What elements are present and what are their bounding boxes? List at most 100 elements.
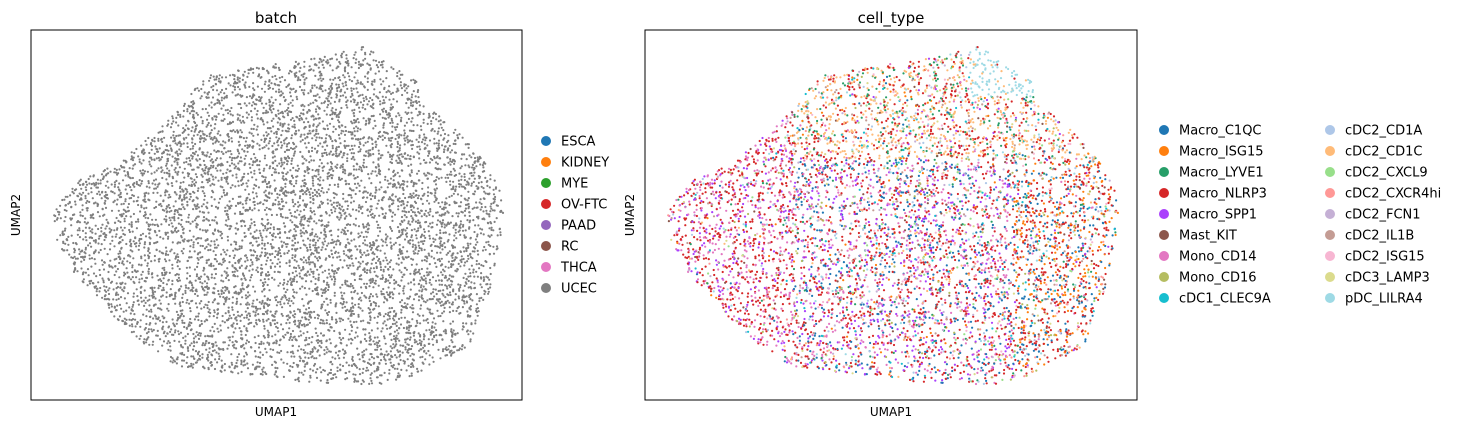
scatter-point xyxy=(68,254,70,256)
scatter-point xyxy=(204,164,206,166)
scatter-point xyxy=(234,271,236,273)
scatter-point xyxy=(227,109,229,111)
scatter-point xyxy=(401,216,403,218)
scatter-point xyxy=(188,173,190,175)
scatter-point xyxy=(473,276,475,278)
scatter-point xyxy=(369,242,371,244)
scatter-point xyxy=(466,219,468,221)
scatter-point xyxy=(411,171,413,173)
scatter-point xyxy=(261,239,263,241)
scatter-point xyxy=(389,122,391,124)
scatter-point xyxy=(410,363,412,365)
scatter-point xyxy=(404,317,406,319)
scatter-point xyxy=(358,210,360,212)
scatter-point xyxy=(434,323,436,325)
scatter-point xyxy=(177,114,179,116)
scatter-point xyxy=(415,325,417,327)
scatter-point xyxy=(218,113,220,115)
scatter-point xyxy=(185,161,187,163)
scatter-point xyxy=(458,297,460,299)
scatter-point xyxy=(90,246,92,248)
scatter-point xyxy=(377,327,379,329)
scatter-point xyxy=(425,210,427,212)
scatter-point xyxy=(307,218,309,220)
scatter-point xyxy=(211,205,213,207)
scatter-point xyxy=(334,77,336,79)
scatter-point xyxy=(433,201,435,203)
scatter-point xyxy=(194,219,196,221)
scatter-point xyxy=(482,265,484,267)
scatter-point xyxy=(165,321,167,323)
scatter-point xyxy=(316,86,318,88)
scatter-point xyxy=(173,137,175,139)
scatter-point xyxy=(320,340,322,342)
scatter-point xyxy=(419,247,421,249)
scatter-point xyxy=(321,187,323,189)
scatter-point xyxy=(322,369,324,371)
scatter-point xyxy=(276,376,278,378)
scatter-point xyxy=(476,263,478,265)
scatter-point xyxy=(248,72,250,74)
scatter-point xyxy=(379,312,381,314)
scatter-point xyxy=(324,270,326,272)
scatter-point xyxy=(458,186,460,188)
scatter-point xyxy=(321,342,323,344)
scatter-point xyxy=(154,255,156,257)
scatter-point xyxy=(449,323,451,325)
scatter-point xyxy=(333,330,335,332)
scatter-point xyxy=(377,203,379,205)
scatter-point xyxy=(262,321,264,323)
scatter-point xyxy=(204,304,206,306)
scatter-point xyxy=(450,171,452,173)
scatter-point xyxy=(403,137,405,139)
scatter-point xyxy=(419,342,421,344)
scatter-point xyxy=(288,209,290,211)
scatter-point xyxy=(200,276,202,278)
scatter-point xyxy=(448,267,450,269)
scatter-point xyxy=(320,371,322,373)
scatter-point xyxy=(361,49,363,51)
scatter-point xyxy=(244,71,246,73)
scatter-point xyxy=(360,148,362,150)
scatter-point xyxy=(346,344,348,346)
scatter-point xyxy=(321,203,323,205)
scatter-point xyxy=(443,206,445,208)
scatter-point xyxy=(410,281,412,283)
scatter-point xyxy=(230,113,232,115)
scatter-point xyxy=(389,282,391,284)
scatter-point xyxy=(277,121,279,123)
scatter-point xyxy=(233,163,235,165)
scatter-point xyxy=(365,348,367,350)
scatter-point xyxy=(356,163,358,165)
scatter-point xyxy=(473,181,475,183)
scatter-point xyxy=(145,315,147,317)
scatter-point xyxy=(152,344,154,346)
scatter-point xyxy=(449,164,451,166)
scatter-point xyxy=(187,175,189,177)
scatter-point xyxy=(243,360,245,362)
scatter-point xyxy=(375,73,377,75)
scatter-point xyxy=(306,262,308,264)
scatter-point xyxy=(207,124,209,126)
scatter-point xyxy=(319,354,321,356)
scatter-point xyxy=(148,304,150,306)
scatter-point xyxy=(373,115,375,117)
scatter-point xyxy=(226,176,228,178)
scatter-point xyxy=(364,186,366,188)
scatter-point xyxy=(104,200,106,202)
scatter-point xyxy=(64,243,66,245)
scatter-point xyxy=(357,293,359,295)
scatter-point xyxy=(384,252,386,254)
scatter-point xyxy=(153,137,155,139)
scatter-point xyxy=(171,164,173,166)
scatter-point xyxy=(151,140,153,142)
scatter-point xyxy=(469,154,471,156)
scatter-point xyxy=(178,333,180,335)
scatter-point xyxy=(369,269,371,271)
scatter-point xyxy=(375,167,377,169)
scatter-point xyxy=(144,140,146,142)
scatter-point xyxy=(305,294,307,296)
scatter-point xyxy=(428,235,430,237)
scatter-point xyxy=(207,276,209,278)
scatter-point xyxy=(371,329,373,331)
